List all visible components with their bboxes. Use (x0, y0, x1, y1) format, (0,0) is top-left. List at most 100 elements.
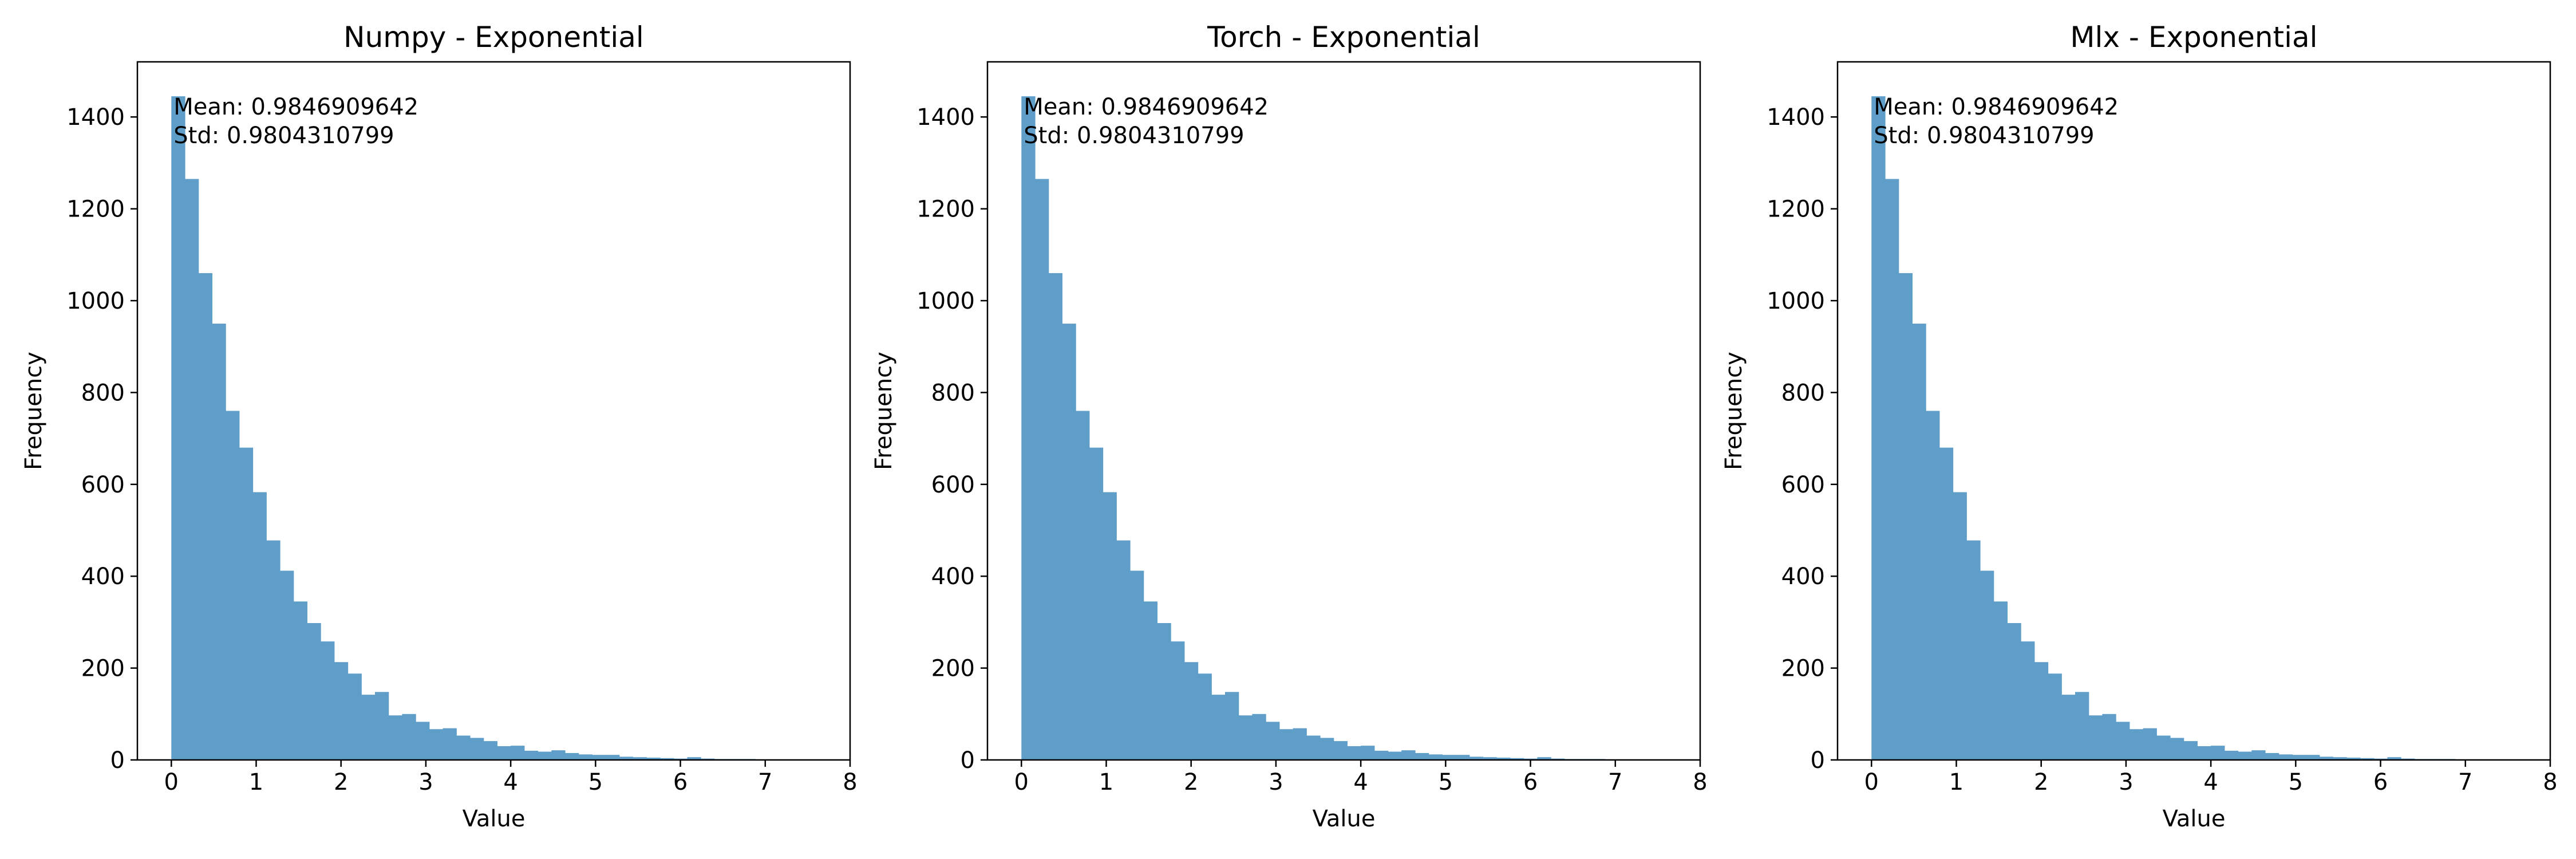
histogram-bar (2088, 715, 2103, 760)
histogram-bar (619, 756, 634, 760)
x-tick-label: 7 (1608, 769, 1622, 795)
x-tick-label: 4 (1353, 769, 1368, 795)
chart-title: Numpy - Exponential (343, 21, 644, 54)
histogram-bar (1333, 741, 1348, 760)
histogram-bar (1252, 714, 1266, 760)
x-tick-label: 0 (164, 769, 179, 795)
histogram-bar (2116, 722, 2130, 760)
std-annotation: Std: 0.9804310799 (173, 123, 394, 149)
histogram-bar (1496, 757, 1511, 760)
x-tick-label: 3 (1269, 769, 1283, 795)
mean-annotation: Mean: 0.9846909642 (173, 94, 418, 120)
histogram-bar (2102, 714, 2116, 760)
chart-title: Mlx - Exponential (2070, 21, 2317, 54)
histogram-bar (511, 746, 525, 760)
histogram-bar (578, 754, 593, 760)
histogram-bar (1885, 179, 1899, 760)
histogram-bar (252, 492, 267, 760)
std-annotation: Std: 0.9804310799 (1874, 123, 2094, 149)
histogram-bar (2387, 757, 2401, 760)
histogram-bar (1926, 411, 1940, 760)
histogram-bar (2292, 755, 2306, 760)
y-tick-label: 1400 (1767, 104, 1825, 131)
histogram-bar (375, 692, 389, 760)
histogram-bar (1939, 447, 1954, 760)
y-tick-label: 1200 (1767, 196, 1825, 223)
histogram-bar (1966, 540, 1981, 760)
histogram-bar (2061, 695, 2076, 760)
y-tick-label: 400 (1781, 564, 1825, 590)
y-tick-label: 1400 (66, 104, 125, 131)
histogram-bar (1225, 692, 1239, 760)
histogram-bar (1347, 746, 1361, 760)
histogram-bar (429, 729, 444, 760)
histogram-bar (442, 728, 457, 760)
histogram-bar (1103, 492, 1117, 760)
histogram-bar (1469, 756, 1484, 760)
histogram-bar (2319, 756, 2334, 760)
histogram-bar (1021, 96, 1036, 760)
histogram-bar (185, 179, 199, 760)
histogram-bar (1912, 324, 1926, 761)
chart-title: Torch - Exponential (1207, 21, 1480, 54)
histogram-bar (2333, 757, 2347, 760)
histogram-bar (1442, 755, 1456, 760)
histogram-bar (1361, 746, 1375, 760)
histogram-bar (307, 623, 321, 760)
histogram-bar (497, 746, 511, 760)
histogram-bar (1171, 641, 1185, 760)
histogram-bar (1415, 752, 1429, 760)
histogram-bar (1048, 273, 1063, 760)
x-tick-label: 2 (1184, 769, 1198, 795)
histogram-bar (2170, 738, 2184, 760)
histogram-bar (1279, 729, 1294, 760)
histogram-bar (646, 757, 661, 760)
histogram-bar (1293, 728, 1307, 760)
y-axis-label: Frequency (871, 352, 897, 470)
histogram-bar (2224, 750, 2239, 760)
histogram-bar (1428, 754, 1443, 760)
x-tick-label: 6 (1523, 769, 1538, 795)
histogram-bar (171, 96, 185, 760)
x-axis-label: Value (1313, 806, 1376, 832)
x-tick-label: 1 (1949, 769, 1963, 795)
histogram-bar (538, 751, 552, 760)
histogram-bar (592, 755, 606, 760)
histogram-bar (456, 735, 471, 760)
x-tick-label: 7 (758, 769, 772, 795)
histogram-bar (2211, 746, 2225, 760)
histogram-bar (1401, 750, 1416, 760)
x-tick-label: 5 (2289, 769, 2303, 795)
y-tick-label: 800 (931, 380, 975, 406)
y-tick-label: 0 (1811, 747, 1825, 774)
y-tick-label: 800 (81, 380, 125, 406)
x-tick-label: 1 (1099, 769, 1113, 795)
histogram-bar (2346, 757, 2361, 760)
x-tick-label: 7 (2458, 769, 2472, 795)
y-tick-label: 1400 (916, 104, 975, 131)
histogram-bar (1537, 757, 1551, 760)
histogram-bar (1116, 540, 1131, 760)
x-tick-label: 8 (2543, 769, 2557, 795)
y-axis-label: Frequency (1721, 352, 1747, 470)
histogram-bar (2048, 673, 2062, 760)
histogram-bar (1388, 751, 1402, 760)
histogram-bar (361, 695, 376, 760)
histogram-bar (334, 662, 349, 760)
histogram-bar (388, 715, 403, 760)
histogram-bar (1510, 758, 1524, 760)
histogram-bar (239, 447, 254, 760)
histogram-bar (1306, 735, 1321, 760)
histogram-bar (293, 601, 308, 760)
histogram-bar (660, 758, 674, 760)
x-tick-label: 5 (1439, 769, 1453, 795)
histogram-bar (470, 738, 484, 760)
x-tick-label: 0 (1014, 769, 1029, 795)
y-tick-label: 600 (1781, 472, 1825, 498)
histogram-bar (2021, 641, 2035, 760)
plot-frame (1836, 61, 2551, 761)
histogram-bar (1374, 750, 1389, 760)
histogram-bar (1953, 492, 1967, 760)
y-tick-label: 0 (110, 747, 125, 774)
